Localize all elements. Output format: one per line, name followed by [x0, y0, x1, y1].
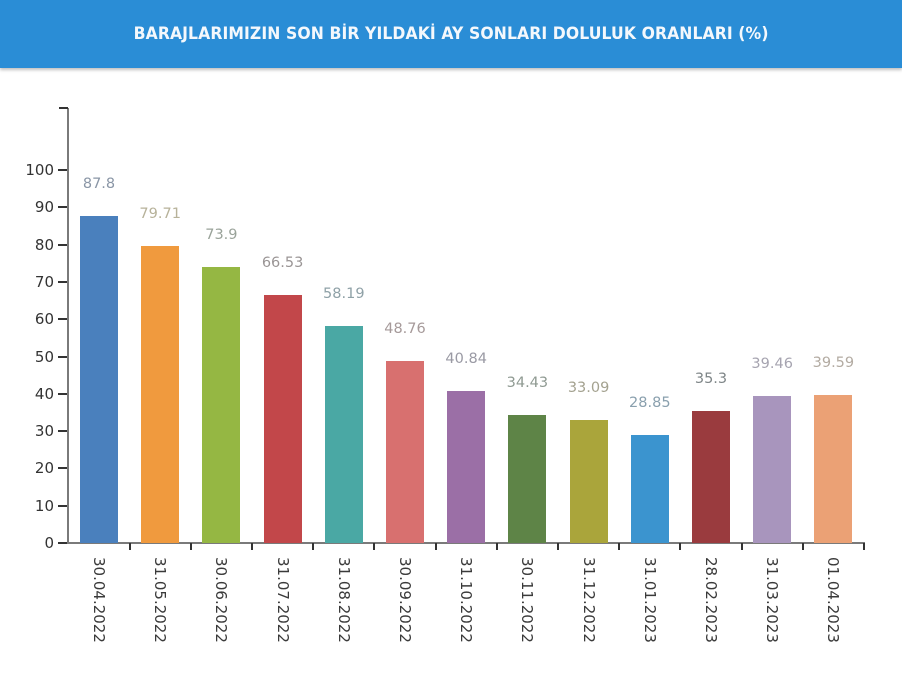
x-tick — [373, 543, 376, 550]
x-tick — [312, 543, 315, 550]
bar[interactable] — [753, 395, 792, 543]
y-tick-label: 100 — [25, 161, 54, 179]
y-tick-label: 70 — [34, 272, 54, 291]
y-tick — [58, 206, 67, 209]
x-tick — [740, 543, 743, 550]
y-tick — [58, 504, 67, 507]
date-label: 01.04.2023 — [824, 557, 843, 643]
x-tick-label: 31.05.2022 — [150, 557, 170, 667]
bar[interactable] — [386, 361, 424, 543]
y-tick-label: 50 — [34, 347, 54, 366]
bar-value-label: 28.85 — [629, 395, 671, 412]
bar-value-label: 79.71 — [139, 205, 181, 222]
x-tick — [863, 543, 865, 550]
y-tick — [58, 430, 67, 433]
date-label: 31.05.2022 — [151, 557, 170, 643]
bar-value-label: 87.8 — [82, 175, 116, 192]
y-tick — [58, 318, 67, 321]
y-tick-label: 10 — [34, 496, 54, 515]
y-tick-label: 30 — [34, 422, 54, 441]
bar-value-label: 34.43 — [506, 374, 549, 391]
bar[interactable] — [141, 245, 180, 543]
x-tick — [679, 543, 682, 550]
date-label: 31.12.2022 — [579, 557, 598, 643]
bar-value-label: 35.3 — [694, 371, 728, 388]
x-tick-label: 31.03.2023 — [762, 557, 782, 667]
bar[interactable] — [508, 414, 547, 543]
y-tick-label: 40 — [34, 384, 54, 403]
bar[interactable] — [630, 435, 669, 543]
date-label: 31.03.2023 — [763, 557, 782, 643]
x-tick — [557, 543, 559, 550]
x-tick-label: 30.04.2022 — [89, 557, 109, 667]
bar[interactable] — [202, 267, 241, 543]
x-tick-label: 31.10.2022 — [456, 557, 476, 667]
date-label: 30.11.2022 — [518, 557, 537, 643]
date-label: 31.01.2023 — [640, 557, 659, 643]
bar-value-label: 66.53 — [261, 254, 304, 271]
date-label: 31.10.2022 — [457, 557, 476, 643]
bar-value-label: 39.59 — [812, 355, 855, 372]
chart-title: BARAJLARIMIZIN SON BİR YILDAKİ AY SONLAR… — [133, 24, 769, 44]
bar-value-label: 48.76 — [384, 321, 426, 338]
x-tick-label: 30.11.2022 — [517, 557, 537, 667]
y-tick — [58, 355, 67, 358]
chart-title-bar: BARAJLARIMIZIN SON BİR YILDAKİ AY SONLAR… — [0, 0, 902, 68]
y-tick-label: 90 — [34, 198, 54, 217]
y-tick — [58, 542, 67, 544]
x-axis — [60, 542, 865, 544]
x-tick — [434, 543, 437, 550]
bar[interactable] — [692, 411, 730, 543]
y-tick — [58, 243, 67, 246]
date-label: 30.09.2022 — [396, 557, 414, 643]
x-tick-label: 30.09.2022 — [395, 557, 415, 667]
x-tick-label: 31.07.2022 — [273, 557, 293, 667]
bar[interactable] — [324, 325, 363, 543]
x-tick — [495, 543, 498, 550]
x-tick — [251, 543, 253, 550]
y-tick — [58, 280, 67, 283]
x-tick-label: 31.01.2023 — [640, 557, 660, 667]
x-tick-label: 30.06.2022 — [211, 557, 231, 667]
bar-value-label: 40.84 — [445, 350, 487, 367]
bar[interactable] — [569, 419, 608, 543]
bar-value-label: 73.9 — [205, 227, 238, 244]
y-tick-label: 80 — [34, 235, 54, 254]
y-tick — [58, 467, 67, 470]
bar[interactable] — [80, 215, 118, 543]
x-tick-label: 31.12.2022 — [579, 557, 599, 667]
y-tick-label: 60 — [34, 310, 54, 329]
date-label: 30.04.2022 — [90, 557, 108, 643]
date-label: 30.06.2022 — [212, 557, 231, 643]
date-label: 28.02.2023 — [702, 557, 720, 643]
bar-value-label: 58.19 — [323, 285, 365, 302]
y-tick-label: 20 — [34, 459, 54, 478]
date-label: 31.07.2022 — [273, 557, 292, 643]
y-tick — [58, 169, 67, 171]
x-tick-label: 28.02.2023 — [701, 557, 721, 667]
x-tick-label: 31.08.2022 — [334, 557, 354, 667]
x-tick — [128, 543, 131, 550]
bar-value-label: 33.09 — [567, 379, 610, 396]
y-tick — [58, 392, 67, 395]
x-tick — [801, 543, 804, 550]
y-axis-top-tick — [59, 107, 68, 109]
y-tick-label: 0 — [44, 534, 54, 552]
bar[interactable] — [447, 390, 486, 543]
x-tick — [189, 543, 192, 550]
date-label: 31.08.2022 — [334, 557, 353, 643]
bar[interactable] — [814, 395, 853, 543]
y-axis — [67, 108, 69, 544]
bar[interactable] — [263, 294, 302, 543]
bar-value-label: 39.46 — [751, 355, 793, 372]
x-tick — [618, 543, 621, 550]
x-tick-label: 01.04.2023 — [823, 557, 843, 667]
